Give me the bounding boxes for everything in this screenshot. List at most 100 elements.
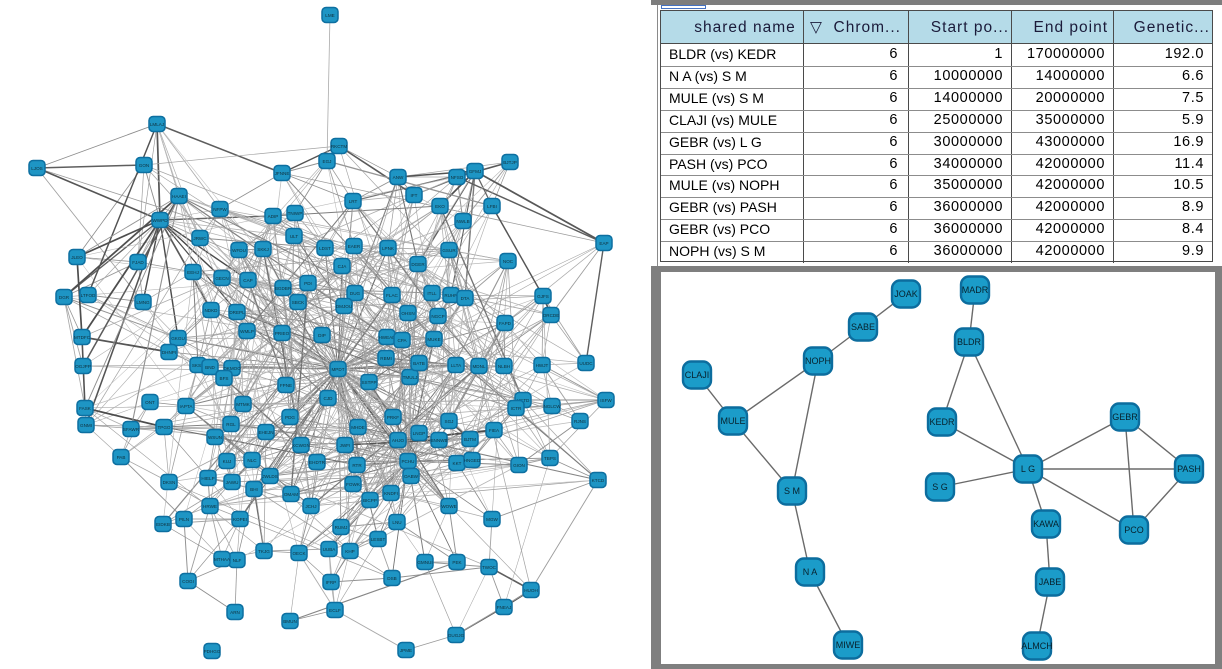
svg-text:HUOH: HUOH [524, 588, 538, 593]
svg-text:FASK: FASK [79, 406, 92, 411]
svg-text:L G: L G [1021, 464, 1035, 474]
svg-text:BGDBR: BGDBR [275, 286, 292, 291]
svg-text:DREPL: DREPL [229, 310, 245, 315]
svg-text:HRWE: HRWE [203, 504, 217, 509]
svg-text:PEK: PEK [452, 560, 462, 565]
svg-text:KHP: KHP [345, 549, 354, 554]
svg-text:ITLL: ITLL [427, 291, 437, 296]
svg-text:OABW: OABW [404, 474, 419, 479]
svg-text:MTHAA: MTHAA [214, 557, 231, 562]
svg-text:IFT: IFT [411, 193, 418, 198]
svg-text:PASH: PASH [1177, 464, 1201, 474]
svg-text:KOPEI: KOPEI [233, 517, 247, 522]
svg-text:HIELP: HIELP [201, 476, 214, 481]
svg-text:JABE: JABE [1039, 577, 1062, 587]
svg-text:LRT: LRT [349, 199, 358, 204]
svg-text:GSUR: GSUR [442, 248, 456, 253]
svg-text:PRKF: PRKF [387, 415, 399, 420]
svg-text:FOWK: FOWK [346, 482, 361, 487]
svg-text:MTDFC: MTDFC [74, 335, 91, 340]
svg-text:ICTR: ICTR [511, 406, 522, 411]
svg-text:N A: N A [803, 567, 818, 577]
svg-text:RJNS: RJNS [574, 419, 586, 424]
svg-text:OHSN: OHSN [401, 311, 414, 316]
svg-text:UCTD: UCTD [517, 398, 530, 403]
svg-text:NLBH: NLBH [498, 364, 510, 369]
svg-text:NWLB: NWLB [456, 219, 469, 224]
svg-text:EEHJ: EEHJ [187, 270, 199, 275]
svg-text:JAWU: JAWU [226, 480, 239, 485]
svg-text:FJAD: FJAD [132, 260, 144, 265]
svg-text:KNDFI: KNDFI [384, 491, 398, 496]
svg-text:NOPH: NOPH [805, 356, 831, 366]
svg-text:LMNG: LMNG [136, 300, 150, 305]
svg-text:HNGED: HNGED [464, 458, 481, 463]
svg-text:BJTM: BJTM [464, 437, 476, 442]
svg-text:ARN: ARN [230, 610, 240, 615]
svg-text:KKT: KKT [453, 461, 462, 466]
svg-text:WFDU: WFDU [232, 248, 246, 253]
svg-text:JLEO: JLEO [71, 255, 83, 260]
svg-text:LESBT: LESBT [371, 537, 386, 542]
svg-text:DMJOU: DMJOU [336, 304, 352, 309]
svg-text:SKSS: SKSS [192, 363, 204, 368]
svg-text:BHI: BHI [250, 487, 258, 492]
svg-text:S M: S M [784, 486, 800, 496]
svg-text:GFMJ: GFMJ [469, 169, 482, 174]
svg-text:KAWA: KAWA [1033, 519, 1059, 529]
svg-text:PRIEO: PRIEO [275, 331, 290, 336]
svg-text:BFS: BFS [220, 376, 229, 381]
svg-text:GNMI: GNMI [80, 423, 92, 428]
svg-text:DIP: DIP [318, 333, 326, 338]
svg-text:CPA: CPA [397, 338, 407, 343]
svg-text:OECK: OECK [292, 551, 306, 556]
svg-text:PAB: PAB [117, 455, 126, 460]
svg-text:EAER: EAER [348, 244, 361, 249]
svg-text:RTR: RTR [352, 463, 362, 468]
svg-text:OKMOO: OKMOO [223, 366, 241, 371]
svg-text:NFPW: NFPW [213, 207, 227, 212]
svg-text:JWLDS: JWLDS [262, 474, 278, 479]
svg-text:HAAEI: HAAEI [172, 194, 186, 199]
svg-text:GON: GON [139, 163, 149, 168]
svg-text:EIDKB: EIDKB [156, 522, 170, 527]
svg-text:BMUN: BMUN [283, 619, 297, 624]
svg-text:GUGJG: GUGJG [448, 633, 465, 638]
svg-text:MTMK: MTMK [236, 402, 250, 407]
svg-text:JWFI: JWFI [340, 443, 351, 448]
svg-text:HWEAD: HWEAD [378, 335, 396, 340]
svg-text:TBPS: TBPS [544, 456, 556, 461]
svg-text:LNU: LNU [392, 520, 401, 525]
svg-text:ORCDE: ORCDE [543, 313, 560, 318]
svg-text:NFSO: NFSO [451, 175, 464, 180]
svg-text:SABE: SABE [851, 322, 875, 332]
svg-text:DKSN: DKSN [163, 480, 176, 485]
svg-text:RBMI: RBMI [380, 356, 391, 361]
svg-text:TMULJ: TMULJ [403, 375, 418, 380]
svg-text:RUMJ: RUMJ [335, 525, 348, 530]
svg-text:TWOC: TWOC [482, 565, 497, 570]
svg-text:DUG: DUG [350, 291, 361, 296]
svg-text:BND: BND [205, 365, 215, 370]
svg-text:ANW: ANW [393, 175, 404, 180]
svg-text:FPNE: FPNE [280, 383, 292, 388]
svg-text:FNEAJ: FNEAJ [497, 605, 512, 610]
svg-text:LPNK: LPNK [382, 246, 395, 251]
svg-text:SKKJ: SKKJ [257, 247, 269, 252]
svg-text:ALMCH: ALMCH [1021, 641, 1053, 651]
svg-text:ONT: ONT [145, 400, 155, 405]
svg-text:LME: LME [325, 13, 334, 18]
svg-text:CJA: CJA [338, 264, 348, 269]
svg-text:WMLP: WMLP [240, 329, 254, 334]
svg-text:JPME: JPME [400, 648, 412, 653]
svg-text:JCHJ: JCHJ [305, 504, 316, 509]
svg-text:PCO: PCO [1124, 525, 1144, 535]
svg-text:MGW: MGW [486, 517, 498, 522]
svg-text:WOWE: WOWE [441, 504, 456, 509]
svg-text:KUJ: KUJ [223, 459, 232, 464]
svg-text:EAP: EAP [599, 241, 608, 246]
svg-text:MUKE: MUKE [427, 337, 440, 342]
svg-text:MPDT: MPDT [331, 367, 344, 372]
svg-text:RUHR: RUHR [444, 293, 458, 298]
svg-text:GJFS: GJFS [537, 294, 549, 299]
